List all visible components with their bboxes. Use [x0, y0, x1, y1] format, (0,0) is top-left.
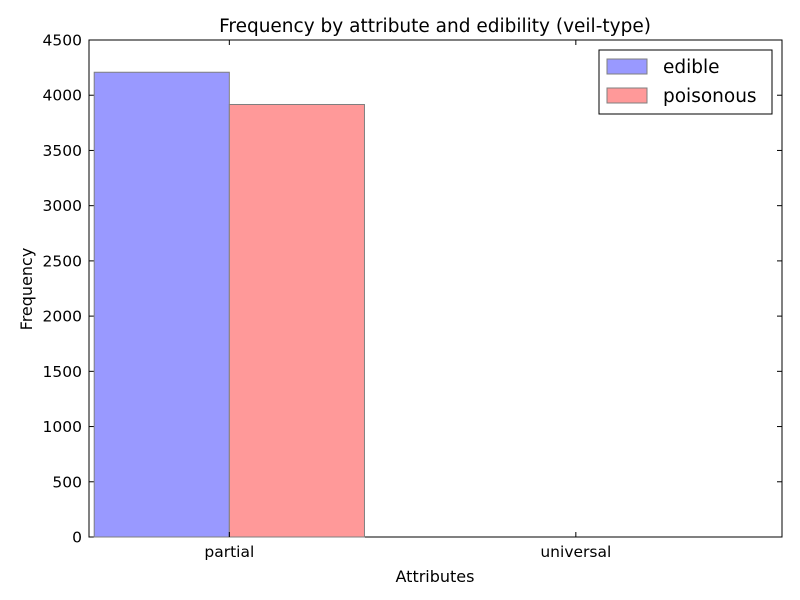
- legend: edible poisonous: [598, 49, 773, 115]
- legend-swatch-edible: [606, 58, 648, 75]
- y-tick-label: 500: [52, 473, 82, 491]
- y-tick-label: 1500: [43, 363, 82, 381]
- y-tick-label: 4500: [43, 32, 82, 50]
- x-tick-label: partial: [204, 543, 254, 561]
- x-tick-label: universal: [540, 543, 611, 561]
- chart-title: Frequency by attribute and edibility (ve…: [219, 16, 651, 37]
- legend-label-edible: edible: [663, 57, 720, 78]
- y-tick-label: 2000: [43, 308, 82, 326]
- legend-label-poisonous: poisonous: [663, 86, 757, 107]
- y-tick-label: 0: [72, 529, 82, 547]
- x-axis-label: Attributes: [396, 567, 475, 586]
- y-tick-label: 4000: [43, 87, 82, 105]
- y-tick-label: 3500: [43, 142, 82, 160]
- legend-swatch-poisonous: [606, 87, 648, 104]
- bar-poisonous-partial: [228, 103, 365, 538]
- plot-area: 0 500 1000 1500 2000 2500 3000 3500 4000 4500 part…: [43, 32, 783, 561]
- y-tick-label: 3000: [43, 197, 82, 215]
- y-tick-label: 1000: [43, 418, 82, 436]
- y-axis-label: Frequency: [17, 248, 36, 331]
- y-tick-label: 2500: [43, 252, 82, 270]
- plot-frame: [88, 39, 783, 538]
- bar-edible-partial: [93, 71, 230, 538]
